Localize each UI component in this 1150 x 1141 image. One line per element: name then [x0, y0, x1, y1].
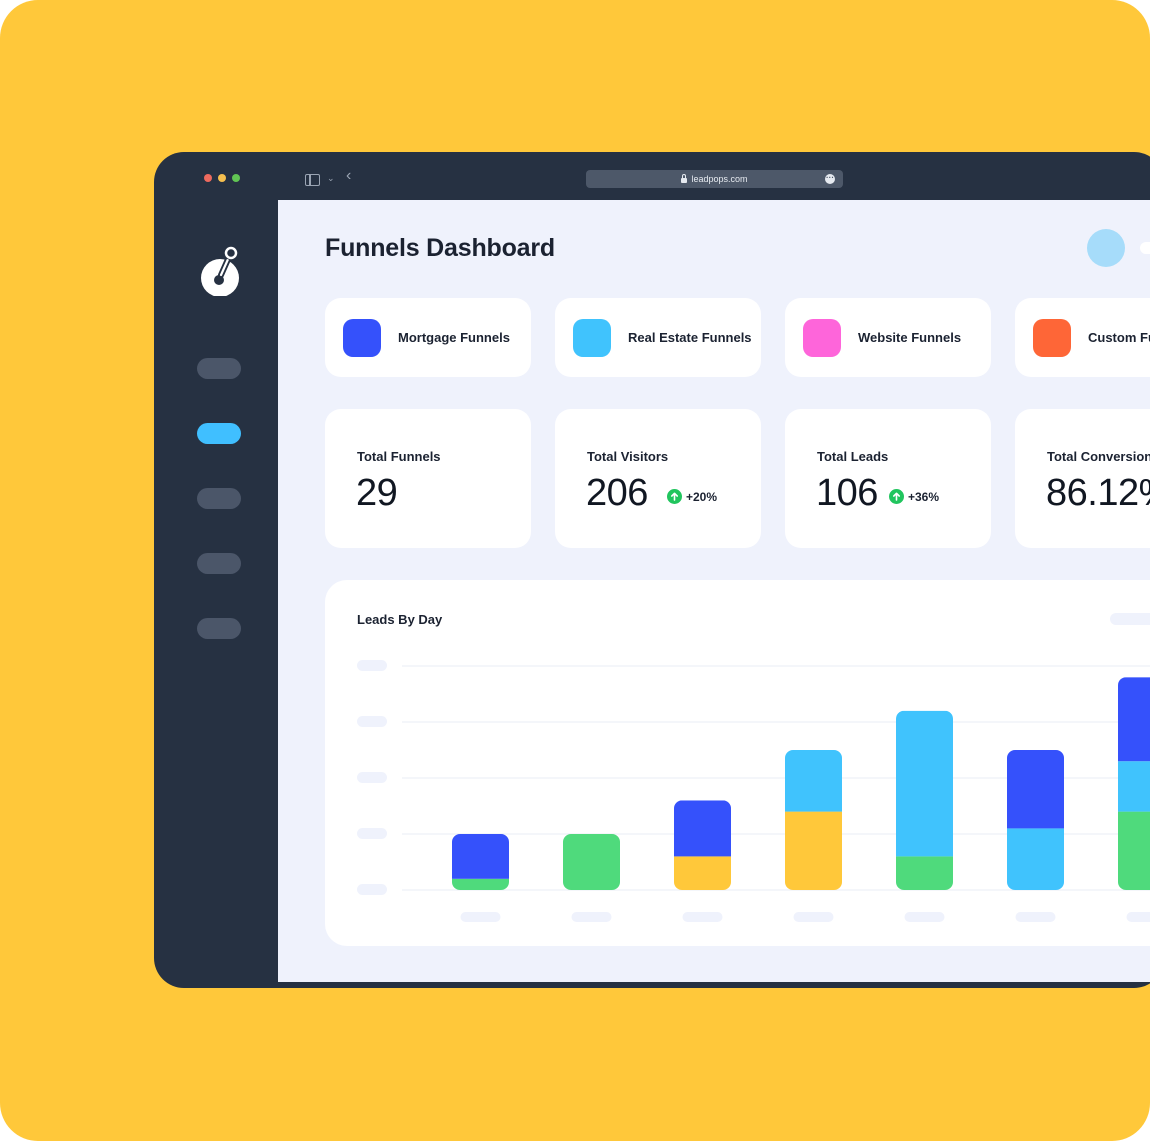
bar-segment — [1007, 828, 1064, 890]
leadpops-logo-icon[interactable] — [200, 244, 240, 296]
arrow-up-icon — [889, 489, 904, 504]
bar-segment — [785, 750, 842, 812]
bar-stack — [1118, 677, 1150, 890]
website-funnels-icon — [803, 318, 841, 357]
stat-delta: +20% — [667, 489, 717, 504]
funnel-type-card-custom[interactable]: Custom Fu — [1015, 298, 1150, 377]
back-arrow-icon[interactable]: ‹ — [346, 167, 352, 184]
bar-segment — [1118, 811, 1150, 890]
funnel-type-label: Custom Fu — [1088, 330, 1150, 345]
funnel-type-card-mortgage[interactable]: Mortgage Funnels — [325, 298, 531, 377]
mortgage-funnels-icon — [343, 318, 381, 357]
bar-segment — [1007, 750, 1064, 829]
x-tick-label-placeholder — [793, 912, 834, 922]
x-tick-label-placeholder — [460, 912, 501, 922]
funnel-type-card-website[interactable]: Website Funnels — [785, 298, 991, 377]
bar-stack — [674, 800, 731, 890]
stat-label: Total Funnels — [357, 449, 441, 464]
stat-delta-value: +36% — [908, 489, 940, 504]
stat-value: 29 — [356, 472, 398, 514]
funnel-type-label: Website Funnels — [858, 330, 962, 345]
bar-stack — [896, 710, 953, 890]
close-window-button[interactable] — [204, 174, 212, 182]
stat-value: 206 — [586, 472, 648, 514]
nav-item-3[interactable] — [197, 488, 241, 509]
bar-segment — [785, 811, 842, 890]
minimize-window-button[interactable] — [218, 174, 226, 182]
bar-stack — [785, 750, 842, 890]
sidebar-toggle-icon[interactable] — [305, 174, 320, 186]
x-tick-label-placeholder — [1015, 912, 1056, 922]
stat-value: 86.12% — [1046, 472, 1150, 514]
leads-by-day-chart-card: Leads By Day — [325, 580, 1150, 946]
bar-segment — [674, 856, 731, 890]
bar-stack — [1007, 750, 1064, 890]
y-tick-label-placeholder — [357, 772, 387, 783]
chart-range-selector[interactable] — [1110, 613, 1150, 625]
stat-label: Total Visitors — [587, 449, 669, 464]
y-tick-label-placeholder — [357, 884, 387, 895]
x-tick-label-placeholder — [571, 912, 612, 922]
nav-item-2[interactable] — [197, 423, 241, 444]
y-tick-label-placeholder — [357, 716, 387, 727]
custom-funnels-icon — [1033, 318, 1071, 357]
x-tick-label-placeholder — [682, 912, 723, 922]
bar-segment — [896, 856, 953, 890]
main-content: Funnels Dashboard Mortgage Funnels Real … — [278, 200, 1150, 982]
address-url: leadpops.com — [691, 174, 748, 184]
arrow-up-icon — [667, 489, 682, 504]
stat-label: Total Conversion I — [1047, 449, 1150, 464]
stat-delta-value: +20% — [686, 489, 718, 504]
more-options-icon[interactable]: ··· — [825, 173, 835, 184]
bar-stack — [452, 834, 509, 890]
bar-segment — [452, 834, 509, 879]
funnel-type-card-real-estate[interactable]: Real Estate Funnels — [555, 298, 761, 377]
bar-segment — [674, 800, 731, 857]
nav-item-5[interactable] — [197, 618, 241, 639]
page-title: Funnels Dashboard — [325, 234, 555, 262]
stat-label: Total Leads — [817, 449, 889, 464]
stat-card-total-funnels: Total Funnels 29 — [325, 409, 531, 548]
user-menu-toggle[interactable] — [1140, 242, 1150, 254]
bar-segment — [452, 878, 509, 890]
funnel-type-label: Mortgage Funnels — [398, 330, 510, 345]
real-estate-funnels-icon — [573, 318, 611, 357]
y-tick-label-placeholder — [357, 828, 387, 839]
leads-by-day-chart — [357, 660, 1150, 922]
stat-value: 106 — [816, 472, 878, 514]
bar-segment — [1118, 677, 1150, 762]
y-tick-label-placeholder — [357, 660, 387, 671]
x-tick-label-placeholder — [904, 912, 945, 922]
bar-segment — [1118, 761, 1150, 812]
bar-stack — [563, 834, 620, 890]
bar-segment — [896, 710, 953, 857]
window-controls — [204, 174, 240, 182]
zoom-window-button[interactable] — [232, 174, 240, 182]
stat-card-total-visitors: Total Visitors 206 +20% — [555, 409, 761, 548]
stat-delta: +36% — [889, 489, 939, 504]
nav-item-4[interactable] — [197, 553, 241, 574]
funnel-type-label: Real Estate Funnels — [628, 330, 752, 345]
lock-icon — [681, 173, 688, 183]
browser-window: ⌄ ‹ leadpops.com ··· Funnels Dashboard M… — [154, 152, 1150, 988]
stat-card-total-conversion: Total Conversion I 86.12% — [1015, 409, 1150, 548]
x-tick-label-placeholder — [1126, 912, 1150, 922]
chevron-down-icon[interactable]: ⌄ — [327, 173, 335, 183]
nav-item-1[interactable] — [197, 358, 241, 379]
address-bar[interactable]: leadpops.com ··· — [586, 170, 843, 188]
stat-card-total-leads: Total Leads 106 +36% — [785, 409, 991, 548]
chart-title: Leads By Day — [357, 612, 443, 627]
bar-segment — [563, 834, 620, 890]
avatar[interactable] — [1087, 229, 1125, 267]
